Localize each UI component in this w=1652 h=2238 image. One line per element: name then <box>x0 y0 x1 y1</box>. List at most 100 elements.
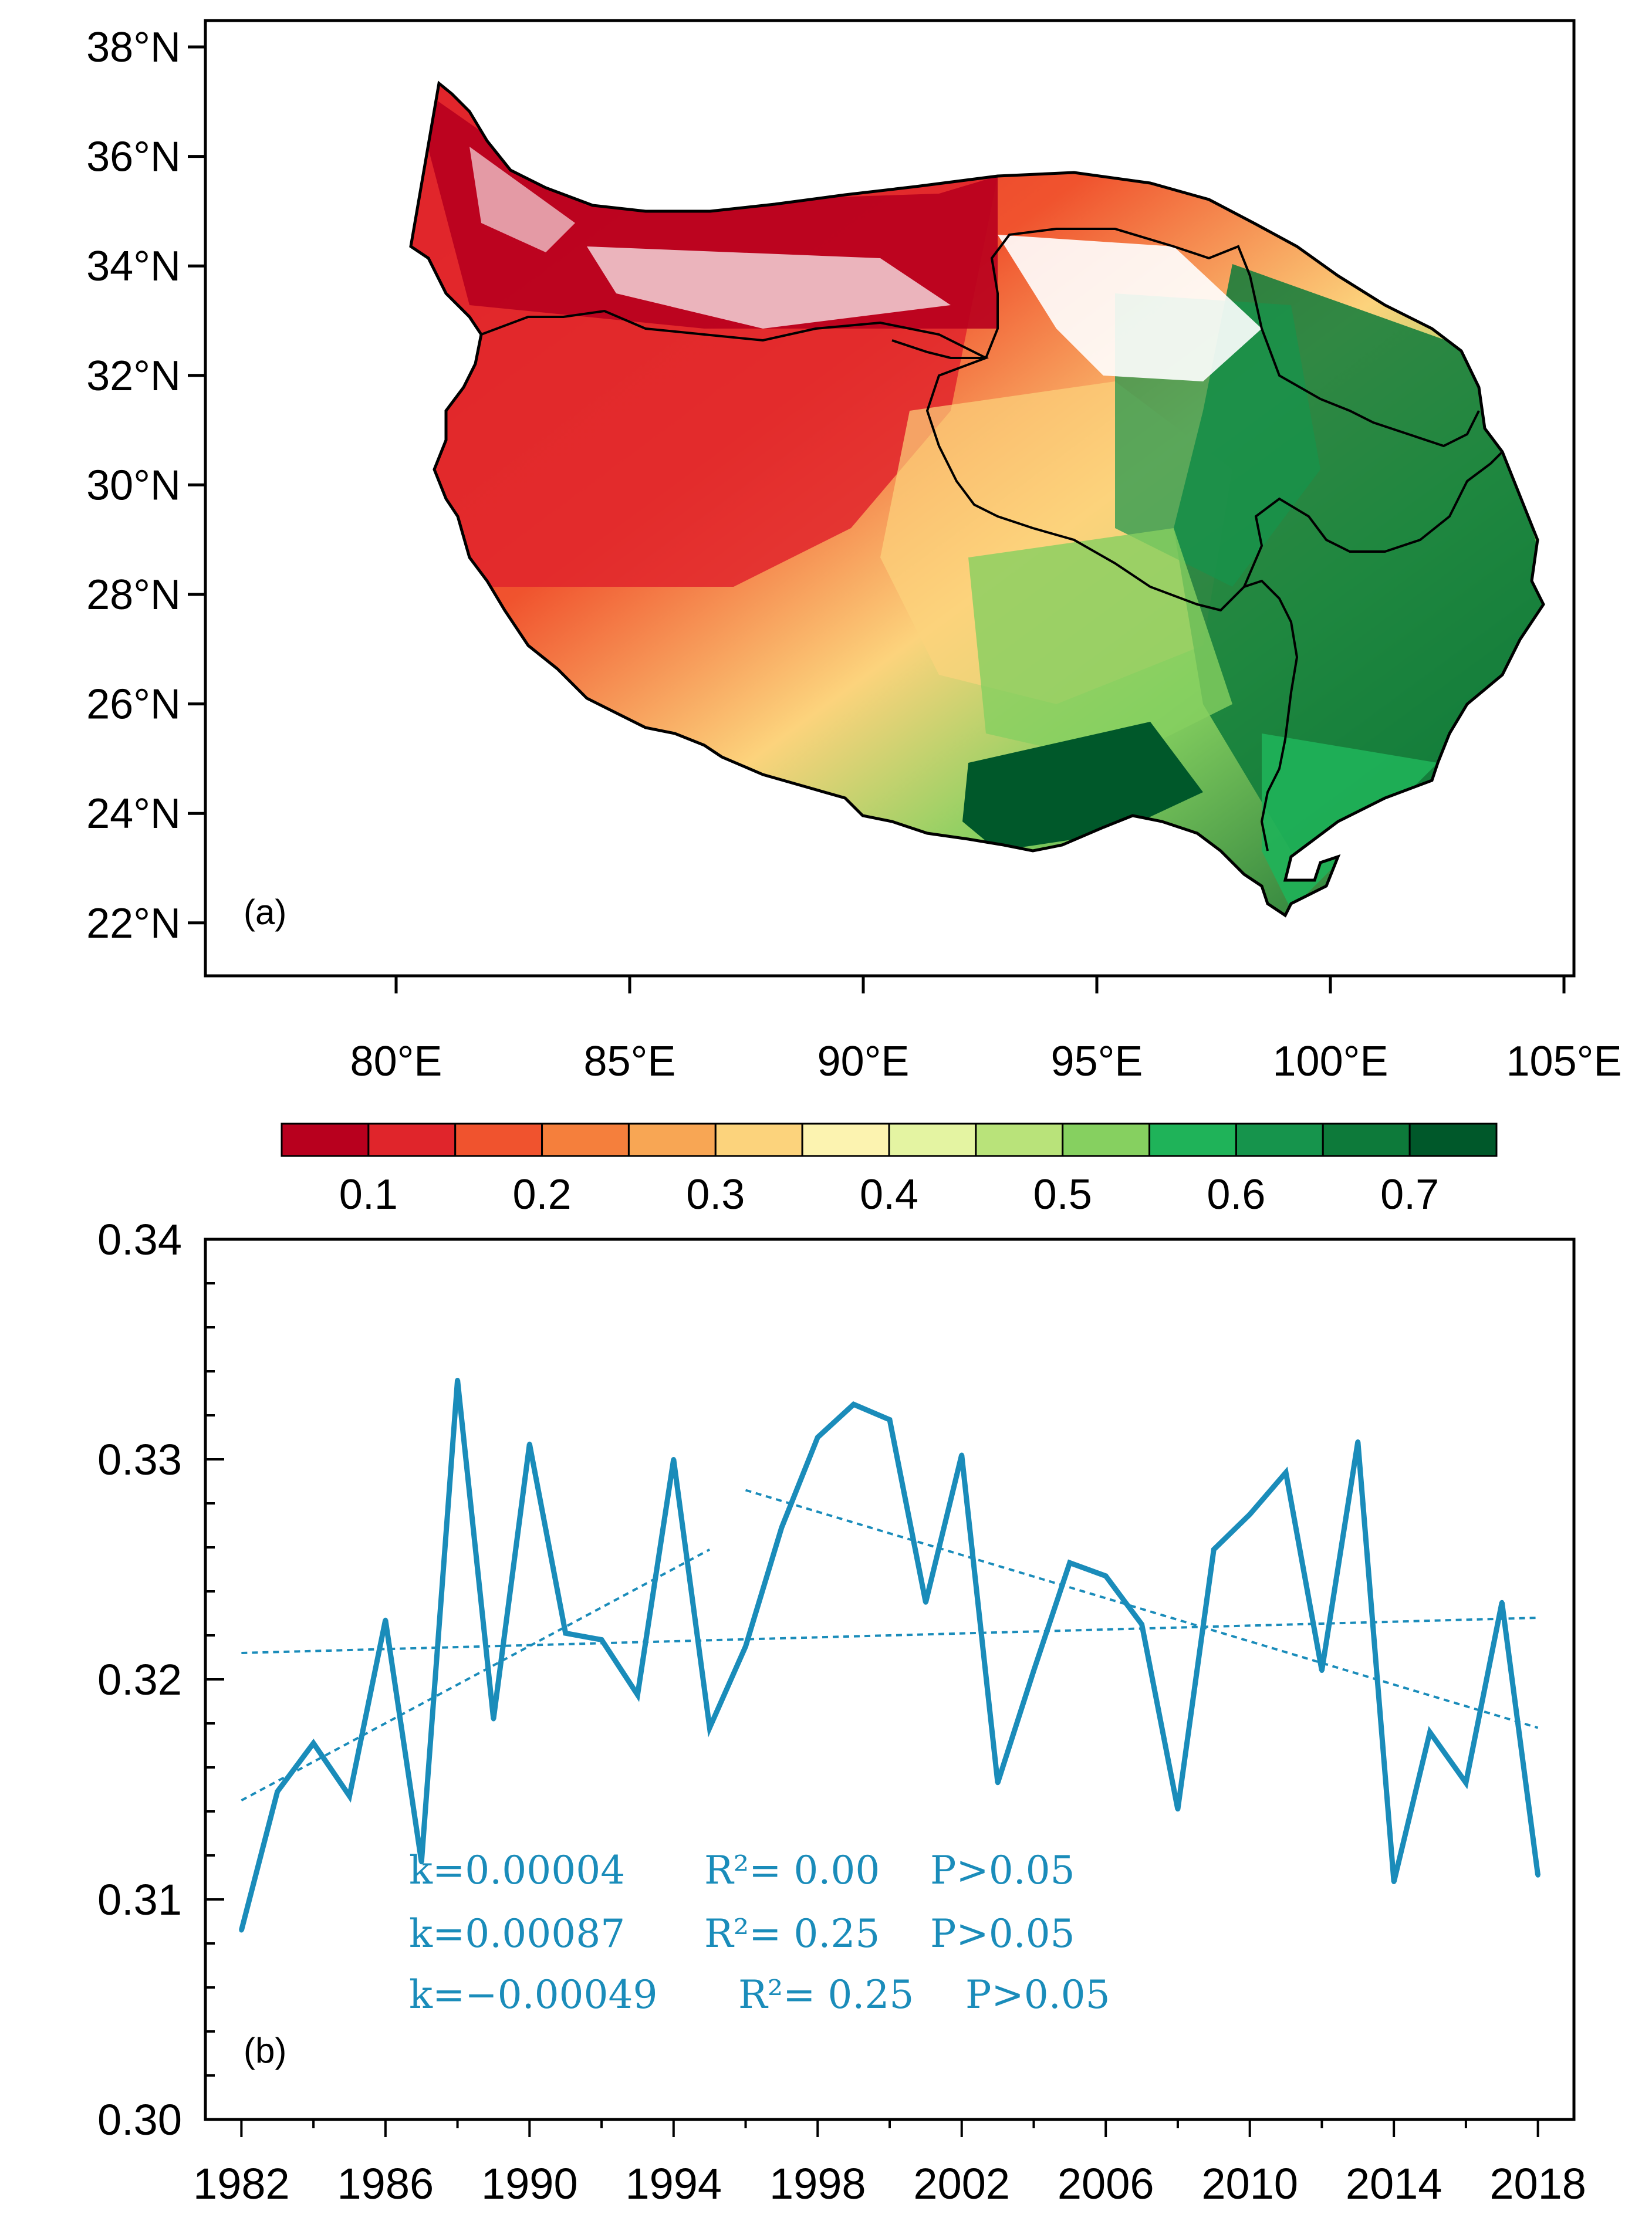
map-x-tick-label: 105°E <box>1506 1038 1622 1085</box>
nodata-patch <box>469 147 575 252</box>
map-y-tick-label: 34°N <box>86 243 181 290</box>
data-point <box>707 1725 712 1730</box>
data-point <box>1067 1560 1072 1566</box>
data-point <box>383 1617 388 1622</box>
colorbar-tick-label: 0.2 <box>513 1171 572 1218</box>
data-point <box>671 1457 676 1462</box>
map-x-tick-label: 100°E <box>1273 1038 1389 1085</box>
data-point <box>995 1780 1001 1786</box>
stat-r2-3: R²= 0.25 <box>738 1972 914 2017</box>
data-point <box>1175 1807 1180 1812</box>
colorbar-box <box>1322 1123 1411 1157</box>
map-y-tick-label: 38°N <box>86 24 181 71</box>
colorbar-box <box>888 1123 977 1157</box>
map-panel: 38°N 36°N 34°N 32°N 30°N 28°N 26°N 24°N 22°N 80°… <box>86 19 1622 1085</box>
map-x-tick-label: 85°E <box>584 1038 676 1085</box>
line-y-tick-label: 0.33 <box>97 1435 182 1484</box>
colorbar-box <box>281 1123 370 1157</box>
colorbar-box <box>367 1123 457 1157</box>
data-point <box>923 1600 928 1605</box>
colorbar-box <box>1235 1123 1324 1157</box>
data-point <box>347 1793 352 1798</box>
stat-k-3: k=−0.00049 <box>409 1972 658 2017</box>
stat-r2-2: R²= 0.25 <box>704 1911 880 1956</box>
colorbar-box <box>1062 1123 1151 1157</box>
colorbar-box <box>801 1123 890 1157</box>
province-boundary <box>481 309 1299 851</box>
data-point <box>743 1644 748 1649</box>
data-point <box>1427 1730 1433 1735</box>
colorbar: 0.1 0.2 0.3 0.4 0.5 0.6 0.7 <box>281 1123 1498 1218</box>
stat-p-3: P>0.05 <box>965 1972 1110 2017</box>
data-point <box>1283 1470 1289 1475</box>
svg-text:k=−0.00049 R²= 0.25: k=−0.00049 R²= 0.25 P>0.05 <box>409 1972 1110 2017</box>
data-point <box>1211 1547 1217 1552</box>
data-point <box>887 1417 892 1422</box>
svg-text:k=0.00087 R²= 0.25: k=0.00087 R²= 0.25 P>0.05 <box>409 1911 1075 1956</box>
line-x-tick-label: 2002 <box>913 2159 1010 2208</box>
colorbar-box <box>627 1123 717 1157</box>
line-x-tick-label: 1994 <box>625 2159 722 2208</box>
data-point <box>275 1789 280 1794</box>
province-boundary <box>1243 451 1504 587</box>
data-point <box>1103 1573 1109 1578</box>
data-point <box>779 1525 784 1530</box>
trend-line <box>241 1548 711 1802</box>
data-point <box>239 1928 244 1933</box>
map-y-tick-label: 24°N <box>86 790 181 837</box>
stat-p-2: P>0.05 <box>930 1911 1075 1956</box>
colorbar-box <box>975 1123 1064 1157</box>
data-point <box>1463 1780 1468 1786</box>
map-y-tick-label: 26°N <box>86 681 181 728</box>
line-x-tick-label: 2018 <box>1489 2159 1586 2208</box>
data-point <box>1391 1879 1397 1884</box>
colorbar-tick-label: 0.6 <box>1207 1171 1265 1218</box>
data-point <box>491 1716 496 1722</box>
trend-lines <box>241 1489 1539 1802</box>
colorbar-box <box>541 1123 630 1157</box>
data-point <box>1499 1600 1505 1605</box>
data-point <box>1319 1668 1325 1673</box>
data-point <box>1535 1872 1540 1878</box>
data-point <box>599 1637 604 1642</box>
stat-annotations: k=0.00004 R²= 0.00 P>0.05 k=0.00087 R²= … <box>409 1848 1110 2017</box>
data-point <box>455 1378 460 1382</box>
line-panel: 0.30 0.31 0.32 0.33 0.34 1982 1986 1990 1994 199… <box>97 1215 1586 2208</box>
data-point <box>563 1631 568 1636</box>
data-point <box>527 1441 532 1446</box>
data-point <box>311 1740 316 1746</box>
colorbar-tick-label: 0.5 <box>1033 1171 1092 1218</box>
line-x-tick-label: 1998 <box>769 2159 866 2208</box>
stat-r2-1: R²= 0.00 <box>704 1848 880 1893</box>
data-point <box>1247 1512 1252 1517</box>
region-light-green <box>968 528 1232 763</box>
map-y-tick-label: 28°N <box>86 572 181 618</box>
data-point <box>851 1402 856 1407</box>
line-y-tick-label: 0.34 <box>97 1215 182 1264</box>
colorbar-box <box>454 1123 543 1157</box>
line-x-axis: 1982 1986 1990 1994 1998 2002 2006 2010 2014 2018 <box>193 2119 1586 2208</box>
line-x-tick-label: 2010 <box>1201 2159 1298 2208</box>
colorbar-tick-label: 0.4 <box>860 1171 918 1218</box>
data-point <box>1355 1439 1360 1444</box>
panel-label-b: (b) <box>244 2031 286 2070</box>
data-point <box>1031 1668 1036 1673</box>
data-point <box>815 1435 820 1440</box>
svg-text:k=0.00004 R²= 0.00: k=0.00004 R²= 0.00 P>0.05 <box>409 1848 1075 1893</box>
province-boundary <box>985 228 1480 448</box>
line-x-tick-label: 1990 <box>481 2159 578 2208</box>
line-y-tick-label: 0.32 <box>97 1655 182 1704</box>
colorbar-box <box>1148 1123 1237 1157</box>
line-y-tick-label: 0.30 <box>97 2095 182 2144</box>
map-x-tick-label: 80°E <box>350 1038 442 1085</box>
map-y-tick-label: 36°N <box>86 134 181 181</box>
map-y-tick-label: 30°N <box>86 462 181 509</box>
data-point <box>635 1692 640 1698</box>
nodata-patch <box>998 235 1262 381</box>
plateau-boundary <box>409 80 1545 918</box>
map-x-tick-label: 95°E <box>1051 1038 1143 1085</box>
map-y-axis: 38°N 36°N 34°N 32°N 30°N 28°N 26°N 24°N 22°N <box>86 24 205 947</box>
series-points <box>239 1378 1540 1933</box>
trend-line <box>745 1489 1539 1729</box>
line-x-tick-label: 1986 <box>337 2159 434 2208</box>
